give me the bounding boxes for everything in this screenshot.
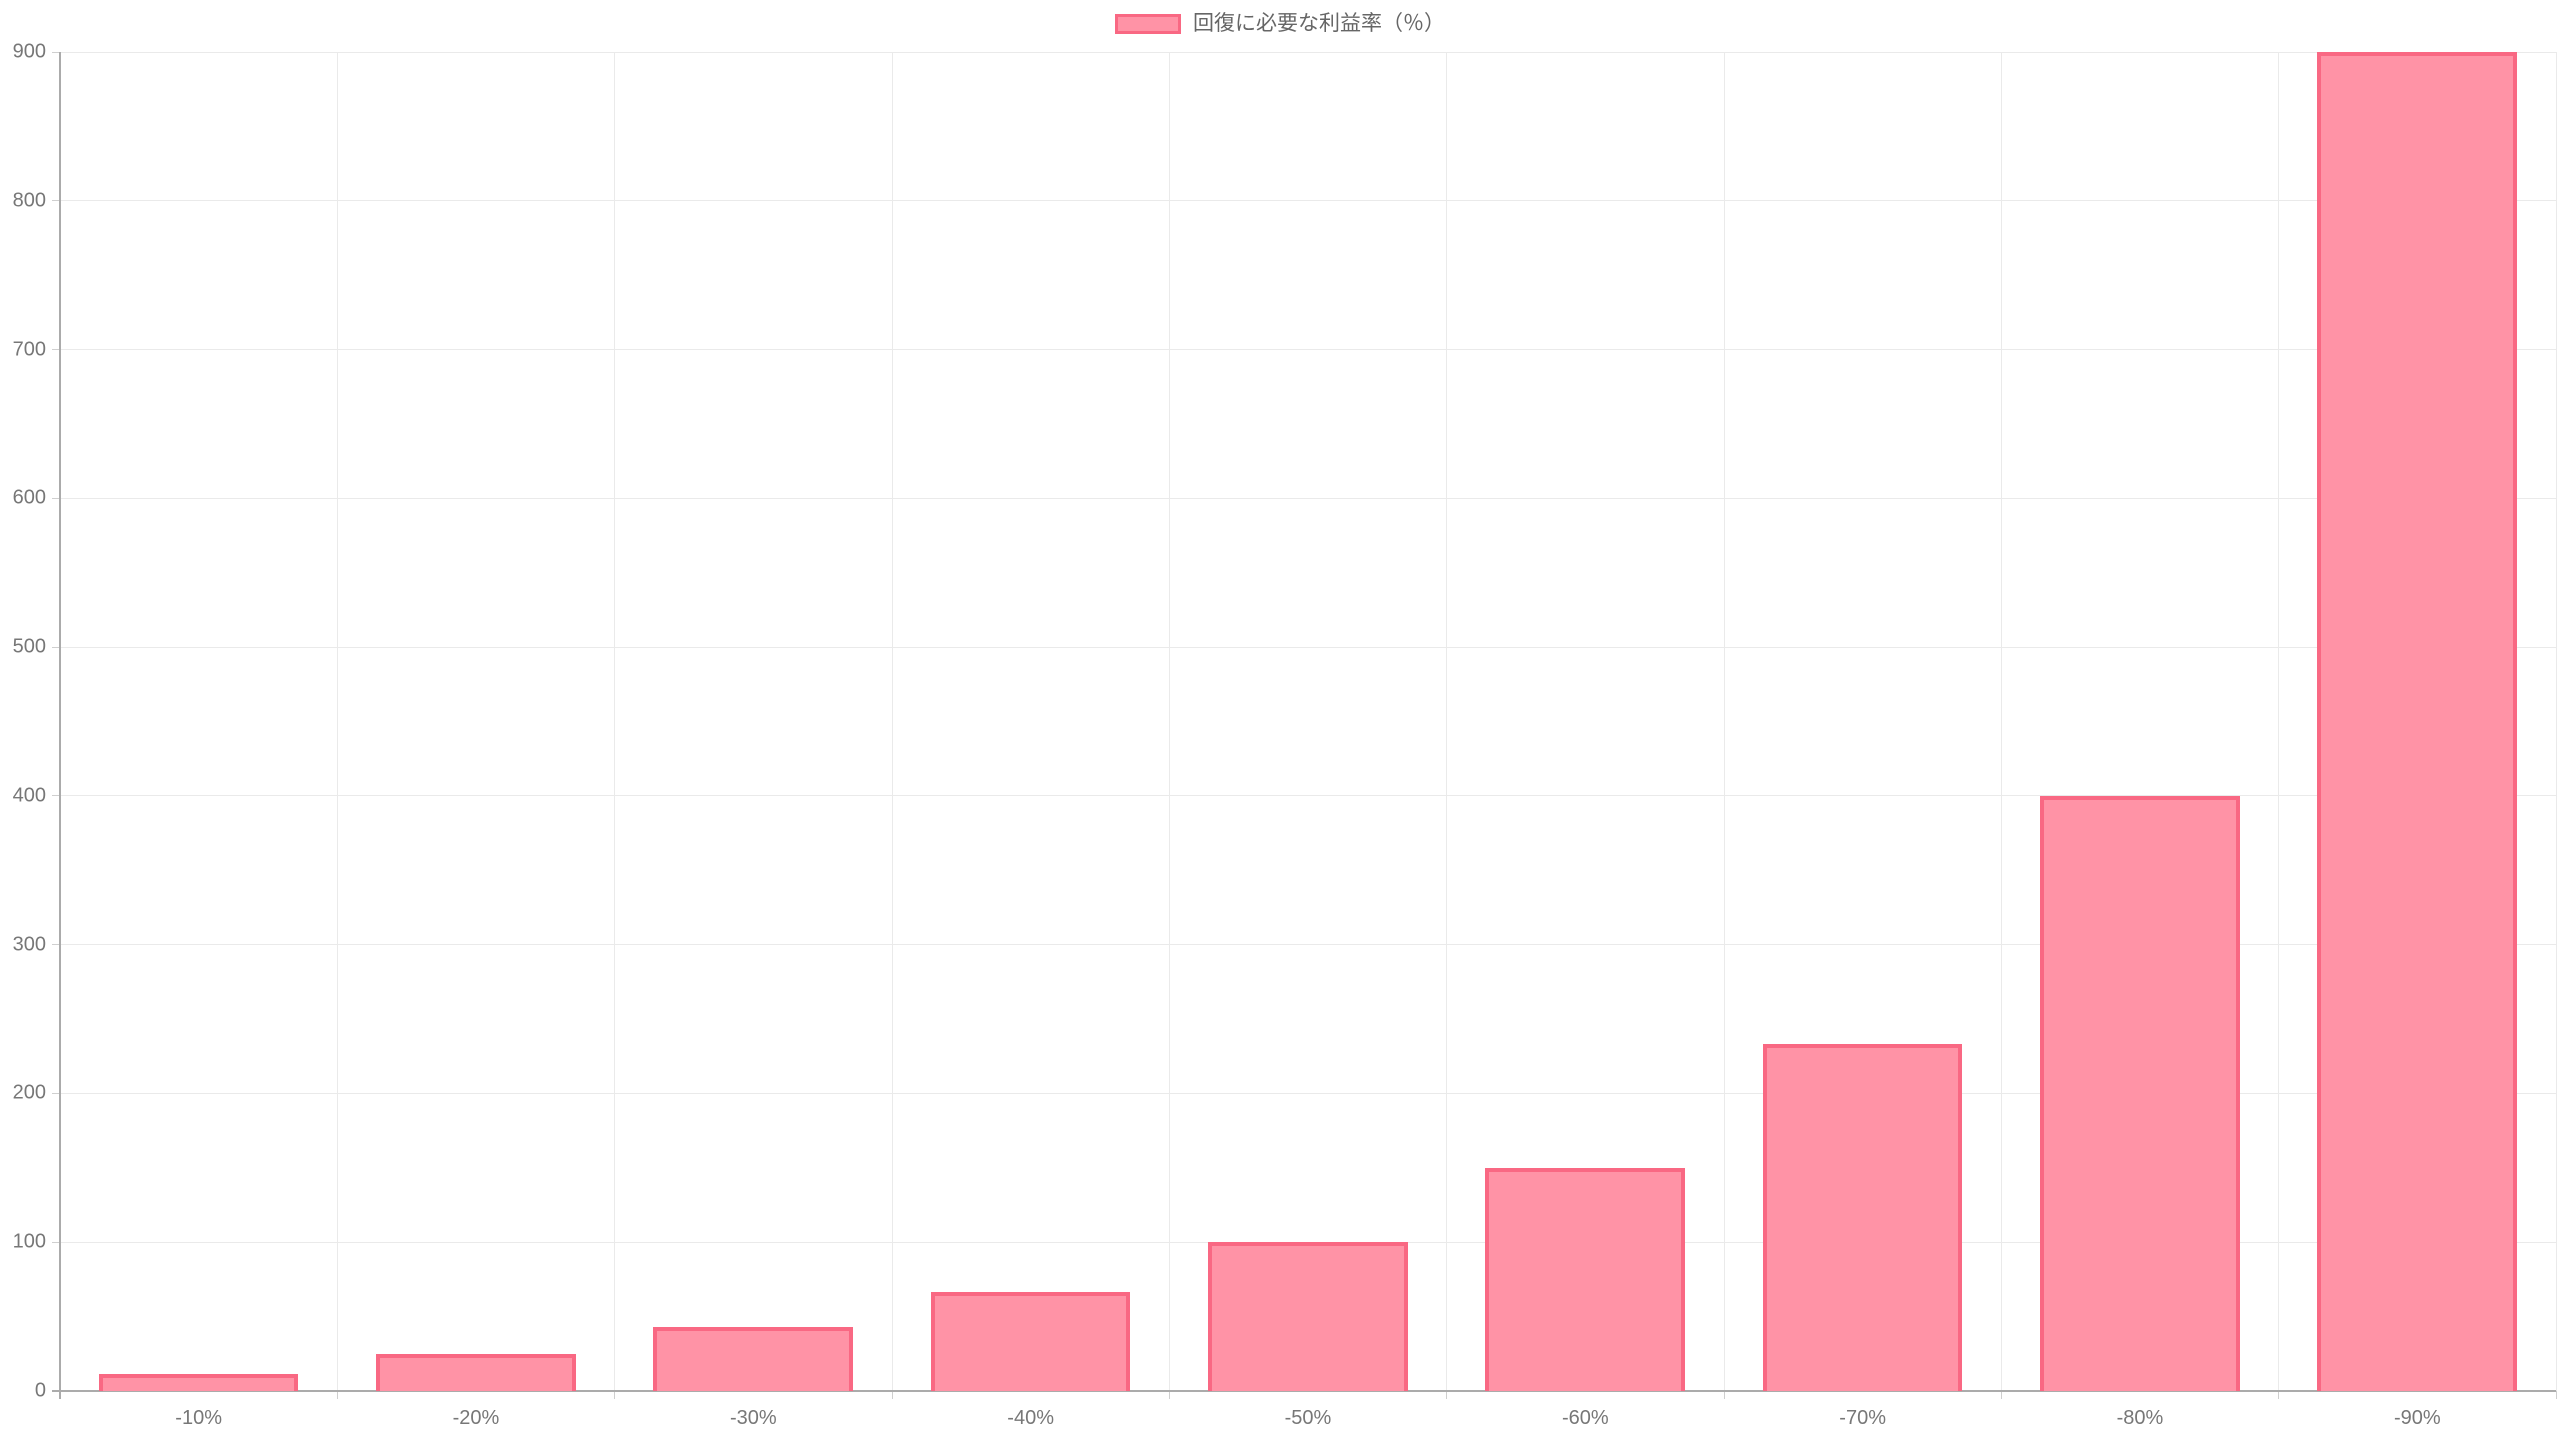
y-axis-tick [52, 795, 60, 797]
bar--30%[interactable] [653, 1327, 854, 1391]
x-gridline [2278, 52, 2280, 1391]
x-tick-label: -80% [2116, 1407, 2164, 1429]
bar--50%[interactable] [1208, 1242, 1408, 1391]
y-gridline [60, 944, 2556, 946]
y-tick-label: 600 [12, 486, 46, 509]
x-tick-label: -10% [175, 1407, 223, 1429]
y-axis-tick [52, 51, 60, 53]
x-axis-line [52, 1390, 2556, 1392]
y-tick-label: 100 [12, 1230, 46, 1253]
y-tick-label: 700 [12, 338, 46, 361]
x-axis-tick [336, 1391, 338, 1399]
x-gridline [891, 52, 893, 1391]
x-gridline [1168, 52, 1170, 1391]
y-axis-tick [52, 944, 60, 946]
y-tick-label: 900 [12, 40, 46, 63]
y-axis-tick [52, 497, 60, 499]
bar--40%[interactable] [930, 1291, 1131, 1391]
legend-swatch-icon [1115, 14, 1181, 34]
y-gridline [60, 795, 2556, 797]
y-gridline [60, 200, 2556, 202]
x-axis-tick [2000, 1391, 2002, 1399]
x-gridline [2000, 52, 2002, 1391]
bar--10%[interactable] [98, 1374, 299, 1391]
x-gridline [614, 52, 616, 1391]
y-tick-label: 800 [12, 189, 46, 212]
bar--20%[interactable] [376, 1353, 576, 1391]
y-tick-label: 200 [12, 1081, 46, 1104]
legend-label: 回復に必要な利益率（％） [1193, 12, 1445, 35]
y-tick-label: 0 [34, 1379, 46, 1402]
x-axis-tick [891, 1391, 893, 1399]
x-axis-tick [614, 1391, 616, 1399]
x-gridline [2555, 52, 2557, 1391]
x-gridline [1723, 52, 1725, 1391]
x-tick-label: -70% [1839, 1407, 1887, 1429]
x-axis-tick [2555, 1391, 2557, 1399]
bar--70%[interactable] [1762, 1043, 1963, 1391]
x-axis-tick [2278, 1391, 2280, 1399]
x-axis-tick [1723, 1391, 1725, 1399]
y-tick-label: 400 [12, 784, 46, 807]
y-axis-tick [52, 200, 60, 202]
bar--60%[interactable] [1485, 1167, 1686, 1391]
bar--80%[interactable] [2040, 795, 2240, 1391]
x-tick-label: -40% [1007, 1407, 1055, 1429]
y-gridline [60, 497, 2556, 499]
x-tick-label: -60% [1561, 1407, 1609, 1429]
x-gridline [1446, 52, 1448, 1391]
x-axis-tick [1446, 1391, 1448, 1399]
y-axis-tick [52, 646, 60, 648]
y-gridline [60, 1092, 2556, 1094]
y-axis-tick [52, 349, 60, 351]
x-tick-label: -90% [2393, 1407, 2441, 1429]
y-axis-tick [52, 1241, 60, 1243]
chart-legend[interactable]: 回復に必要な利益率（％） [0, 12, 2560, 36]
x-gridline [336, 52, 338, 1391]
x-tick-label: -50% [1284, 1407, 1332, 1429]
y-gridline [60, 51, 2556, 53]
x-axis-tick [1168, 1391, 1170, 1399]
y-axis-line [59, 52, 61, 1399]
y-gridline [60, 646, 2556, 648]
y-gridline [60, 349, 2556, 351]
x-tick-label: -30% [729, 1407, 777, 1429]
bar--90%[interactable] [2317, 52, 2518, 1391]
y-axis-tick [52, 1092, 60, 1094]
y-tick-label: 500 [12, 635, 46, 658]
x-tick-label: -20% [452, 1407, 500, 1429]
y-tick-label: 300 [12, 933, 46, 956]
